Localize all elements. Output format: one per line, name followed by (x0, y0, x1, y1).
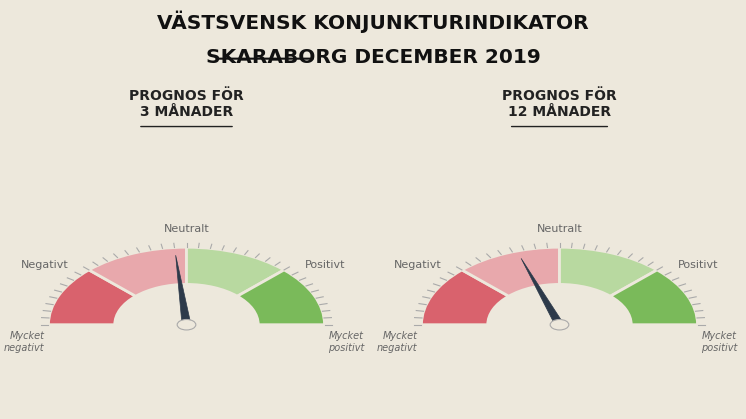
Text: 12 MÅNADER: 12 MÅNADER (508, 106, 611, 119)
Text: 3 MÅNADER: 3 MÅNADER (140, 106, 233, 119)
Text: Mycket
positivt: Mycket positivt (328, 331, 365, 353)
Wedge shape (560, 247, 657, 296)
Text: SKARABORG DECEMBER 2019: SKARABORG DECEMBER 2019 (206, 48, 540, 67)
Text: Positivt: Positivt (677, 260, 718, 270)
Wedge shape (610, 270, 698, 325)
Wedge shape (186, 247, 284, 296)
Text: PROGNOS FÖR: PROGNOS FÖR (129, 89, 244, 103)
Text: Mycket
negativt: Mycket negativt (4, 331, 45, 353)
Text: Mycket
negativt: Mycket negativt (377, 331, 418, 353)
Wedge shape (462, 247, 560, 296)
Text: Neutralt: Neutralt (536, 224, 583, 234)
Circle shape (177, 319, 196, 330)
Wedge shape (48, 270, 136, 325)
Polygon shape (521, 259, 564, 326)
Text: VÄSTSVENSK KONJUNKTURINDIKATOR: VÄSTSVENSK KONJUNKTURINDIKATOR (157, 10, 589, 33)
Text: Negativt: Negativt (21, 260, 69, 270)
Wedge shape (237, 270, 325, 325)
Wedge shape (421, 270, 509, 325)
Text: PROGNOS FÖR: PROGNOS FÖR (502, 89, 617, 103)
Wedge shape (89, 247, 186, 296)
Polygon shape (175, 255, 191, 325)
Circle shape (550, 319, 569, 330)
Text: Mycket
positivt: Mycket positivt (701, 331, 738, 353)
Text: Neutralt: Neutralt (163, 224, 210, 234)
Text: Negativt: Negativt (394, 260, 442, 270)
Text: Positivt: Positivt (304, 260, 345, 270)
